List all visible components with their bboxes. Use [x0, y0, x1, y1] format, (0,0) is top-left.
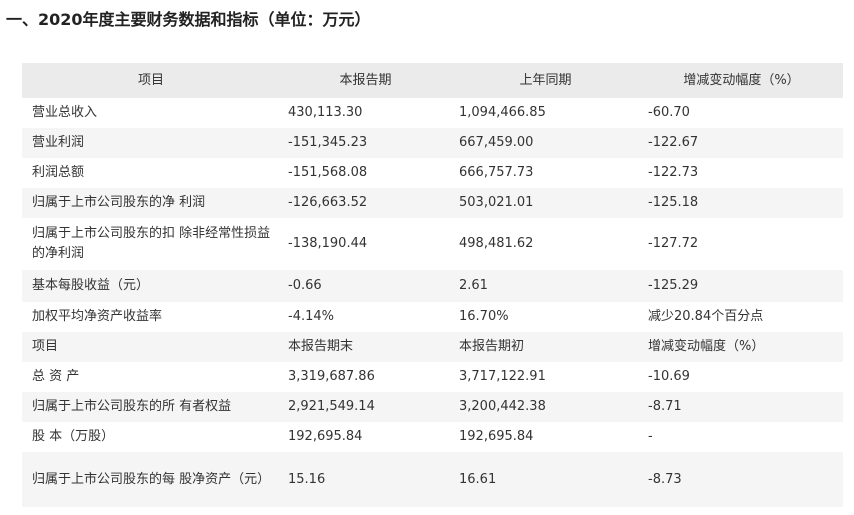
table-cell: -8.73 — [648, 471, 682, 487]
table-cell: -138,190.44 — [288, 236, 368, 251]
table-row: 总 资 产 3,319,687.86 3,717,122.91 -10.69 — [22, 362, 843, 392]
table-row: 归属于上市公司股东的每 股净资产（元） 15.16 16.61 -8.73 — [22, 452, 843, 507]
table-cell: -151,345.23 — [288, 135, 368, 150]
table-cell: -8.71 — [648, 399, 682, 414]
table-cell: 3,319,687.86 — [288, 369, 375, 384]
table-row: 营业利润 -151,345.23 667,459.00 -122.67 — [22, 128, 843, 158]
table-cell: 股 本（万股） — [32, 429, 115, 444]
table-cell: -125.18 — [648, 195, 699, 210]
table-cell: -0.66 — [288, 278, 322, 293]
table-row: 股 本（万股） 192,695.84 192,695.84 - — [22, 422, 843, 452]
table-cell: 1,094,466.85 — [459, 105, 546, 120]
table-cell: 营业利润 — [32, 135, 85, 150]
table-cell: - — [648, 429, 653, 444]
table-cell: 归属于上市公司股东的每 股净资产（元） — [32, 471, 271, 487]
table-row: 归属于上市公司股东的净 利润 -126,663.52 503,021.01 -125.… — [22, 188, 843, 218]
table-cell: 利润总额 — [32, 165, 85, 180]
table-cell: 总 资 产 — [32, 369, 80, 384]
table-cell: 本报告期 — [339, 72, 392, 88]
table-cell: 3,717,122.91 — [459, 369, 546, 384]
table-cell: -151,568.08 — [288, 165, 368, 180]
table-cell: 667,459.00 — [459, 135, 534, 150]
table-cell: -127.72 — [648, 236, 699, 251]
table-row: 归属于上市公司股东的扣 除非经常性损益的净利润 -138,190.44 498,48… — [22, 218, 843, 270]
table-cell: -125.29 — [648, 278, 699, 293]
table-cell: 3,200,442.38 — [459, 399, 546, 414]
table-cell: 430,113.30 — [288, 105, 363, 120]
table-cell: 本报告期初 — [459, 339, 525, 354]
table-cell: -122.67 — [648, 135, 699, 150]
table-cell: 归属于上市公司股东的净 利润 — [32, 195, 206, 210]
table-cell: 192,695.84 — [459, 429, 534, 444]
header-row: 项目 本报告期 上年同期 增减变动幅度（%） — [22, 63, 843, 98]
table-row: 基本每股收益（元） -0.66 2.61 -125.29 — [22, 270, 843, 302]
table-cell: 加权平均净资产收益率 — [32, 309, 163, 324]
table-cell: 项目 — [137, 72, 164, 88]
table-cell: -126,663.52 — [288, 195, 368, 210]
table-cell: 项目 — [32, 339, 59, 354]
table-row: 营业总收入 430,113.30 1,094,466.85 -60.70 — [22, 98, 843, 128]
table-cell: -60.70 — [648, 105, 690, 120]
table-cell: 上年同期 — [519, 72, 572, 88]
section-title: 一、2020年度主要财务数据和指标（单位：万元） — [6, 10, 371, 29]
table-cell: 503,021.01 — [459, 195, 534, 210]
table-cell: 增减变动幅度（%） — [648, 339, 765, 354]
table-row: 利润总额 -151,568.08 666,757.73 -122.73 — [22, 158, 843, 188]
table-cell: 归属于上市公司股东的所 有者权益 — [32, 399, 232, 414]
table-cell: 192,695.84 — [288, 429, 363, 444]
table-row: 归属于上市公司股东的所 有者权益 2,921,549.14 3,200,442.38… — [22, 392, 843, 422]
table-cell: 16.61 — [459, 471, 497, 487]
table-cell: 15.16 — [288, 471, 326, 487]
table-cell: -4.14% — [288, 309, 334, 324]
table-cell: 498,481.62 — [459, 236, 534, 251]
table-cell: 归属于上市公司股东的扣 除非经常性损益的净利润 — [32, 226, 271, 261]
table-cell: -10.69 — [648, 369, 690, 384]
table-cell: 2,921,549.14 — [288, 399, 375, 414]
table-cell: 本报告期末 — [288, 339, 354, 354]
table-cell: 16.70% — [459, 309, 509, 324]
table-cell: 基本每股收益（元） — [32, 278, 150, 293]
table-cell: 2.61 — [459, 278, 488, 293]
table-row: 项目 本报告期末 本报告期初 增减变动幅度（%） — [22, 332, 843, 362]
table-cell: 增减变动幅度（%） — [683, 72, 800, 88]
table-cell: -122.73 — [648, 165, 699, 180]
table-row: 加权平均净资产收益率 -4.14% 16.70% 减少20.84个百分点 — [22, 302, 843, 332]
table-cell: 减少20.84个百分点 — [648, 309, 764, 324]
table-cell: 666,757.73 — [459, 165, 534, 180]
table-cell: 营业总收入 — [32, 105, 98, 120]
